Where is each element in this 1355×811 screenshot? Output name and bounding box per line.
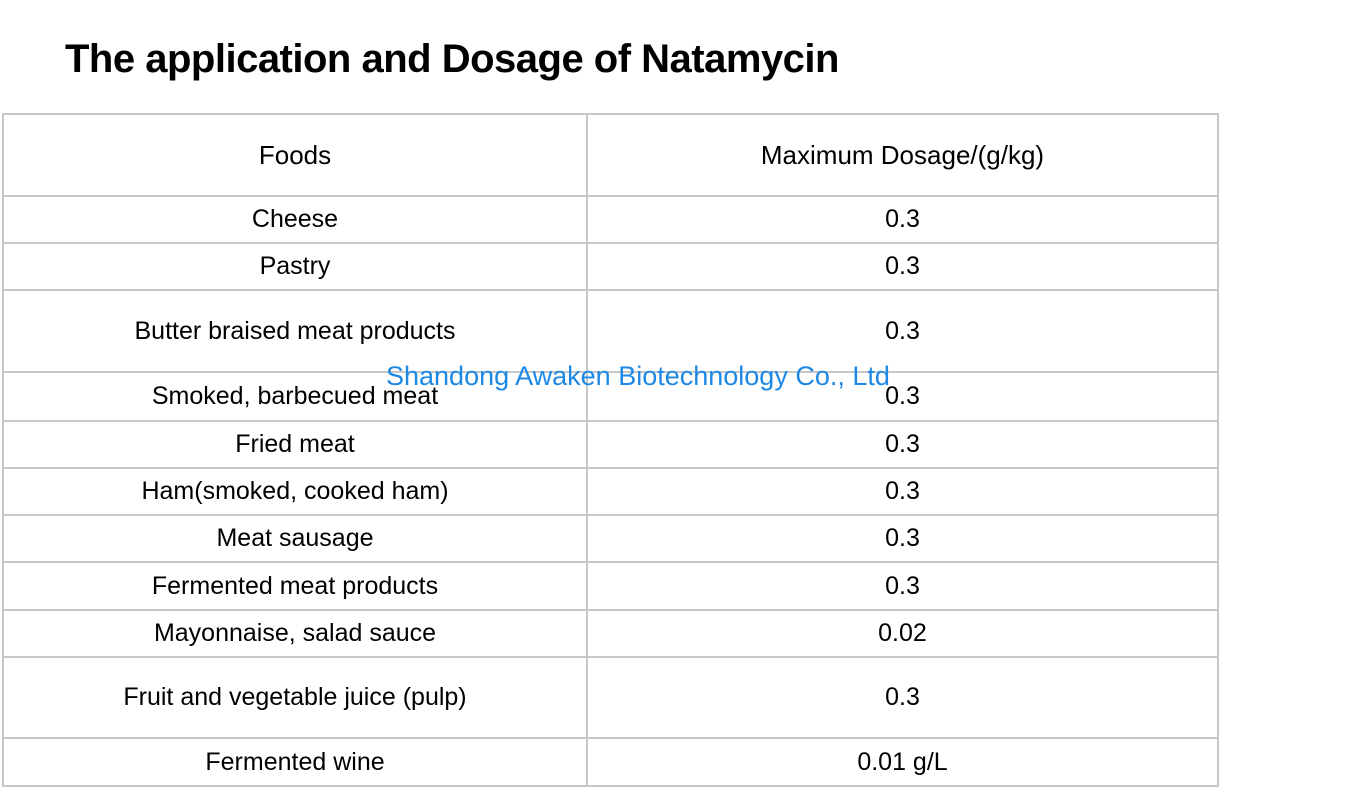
table-row: Ham(smoked, cooked ham) 0.3 [2, 467, 1219, 516]
food-cell: Smoked, barbecued meat [2, 371, 588, 422]
dosage-cell: 0.3 [586, 371, 1219, 422]
food-cell: Fermented wine [2, 737, 588, 787]
food-cell: Pastry [2, 242, 588, 291]
food-cell: Fermented meat products [2, 561, 588, 611]
food-cell: Meat sausage [2, 514, 588, 563]
dosage-table: Foods Maximum Dosage/(g/kg) Cheese 0.3 Pas… [2, 113, 1219, 787]
table-row: Smoked, barbecued meat 0.3 [2, 371, 1219, 422]
dosage-cell: 0.3 [586, 289, 1219, 373]
table-row: Fermented meat products 0.3 [2, 561, 1219, 611]
table-row: Butter braised meat products 0.3 [2, 289, 1219, 373]
food-cell: Ham(smoked, cooked ham) [2, 467, 588, 516]
table-row: Fruit and vegetable juice (pulp) 0.3 [2, 656, 1219, 739]
dosage-cell: 0.3 [586, 467, 1219, 516]
dosage-cell: 0.3 [586, 242, 1219, 291]
food-cell: Fruit and vegetable juice (pulp) [2, 656, 588, 739]
table-row: Pastry 0.3 [2, 242, 1219, 291]
table-row: Mayonnaise, salad sauce 0.02 [2, 609, 1219, 658]
column-header-foods: Foods [2, 113, 588, 197]
food-cell: Butter braised meat products [2, 289, 588, 373]
dosage-cell: 0.3 [586, 420, 1219, 469]
food-cell: Cheese [2, 195, 588, 244]
food-cell: Mayonnaise, salad sauce [2, 609, 588, 658]
column-header-dosage: Maximum Dosage/(g/kg) [586, 113, 1219, 197]
table-row: Cheese 0.3 [2, 195, 1219, 244]
food-cell: Fried meat [2, 420, 588, 469]
watermark: Shandong Awaken Biotechnology Co., Ltd [386, 361, 890, 391]
dosage-cell: 0.3 [586, 656, 1219, 739]
header-row: Foods Maximum Dosage/(g/kg) [2, 113, 1219, 197]
table-row: Fermented wine 0.01 g/L [2, 737, 1219, 787]
dosage-cell: 0.3 [586, 195, 1219, 244]
dosage-cell: 0.01 g/L [586, 737, 1219, 787]
dosage-cell: 0.3 [586, 561, 1219, 611]
dosage-cell: 0.02 [586, 609, 1219, 658]
table-row: Meat sausage 0.3 [2, 514, 1219, 563]
dosage-cell: 0.3 [586, 514, 1219, 563]
page-title: The application and Dosage of Natamycin [65, 37, 839, 81]
table-row: Fried meat 0.3 [2, 420, 1219, 469]
